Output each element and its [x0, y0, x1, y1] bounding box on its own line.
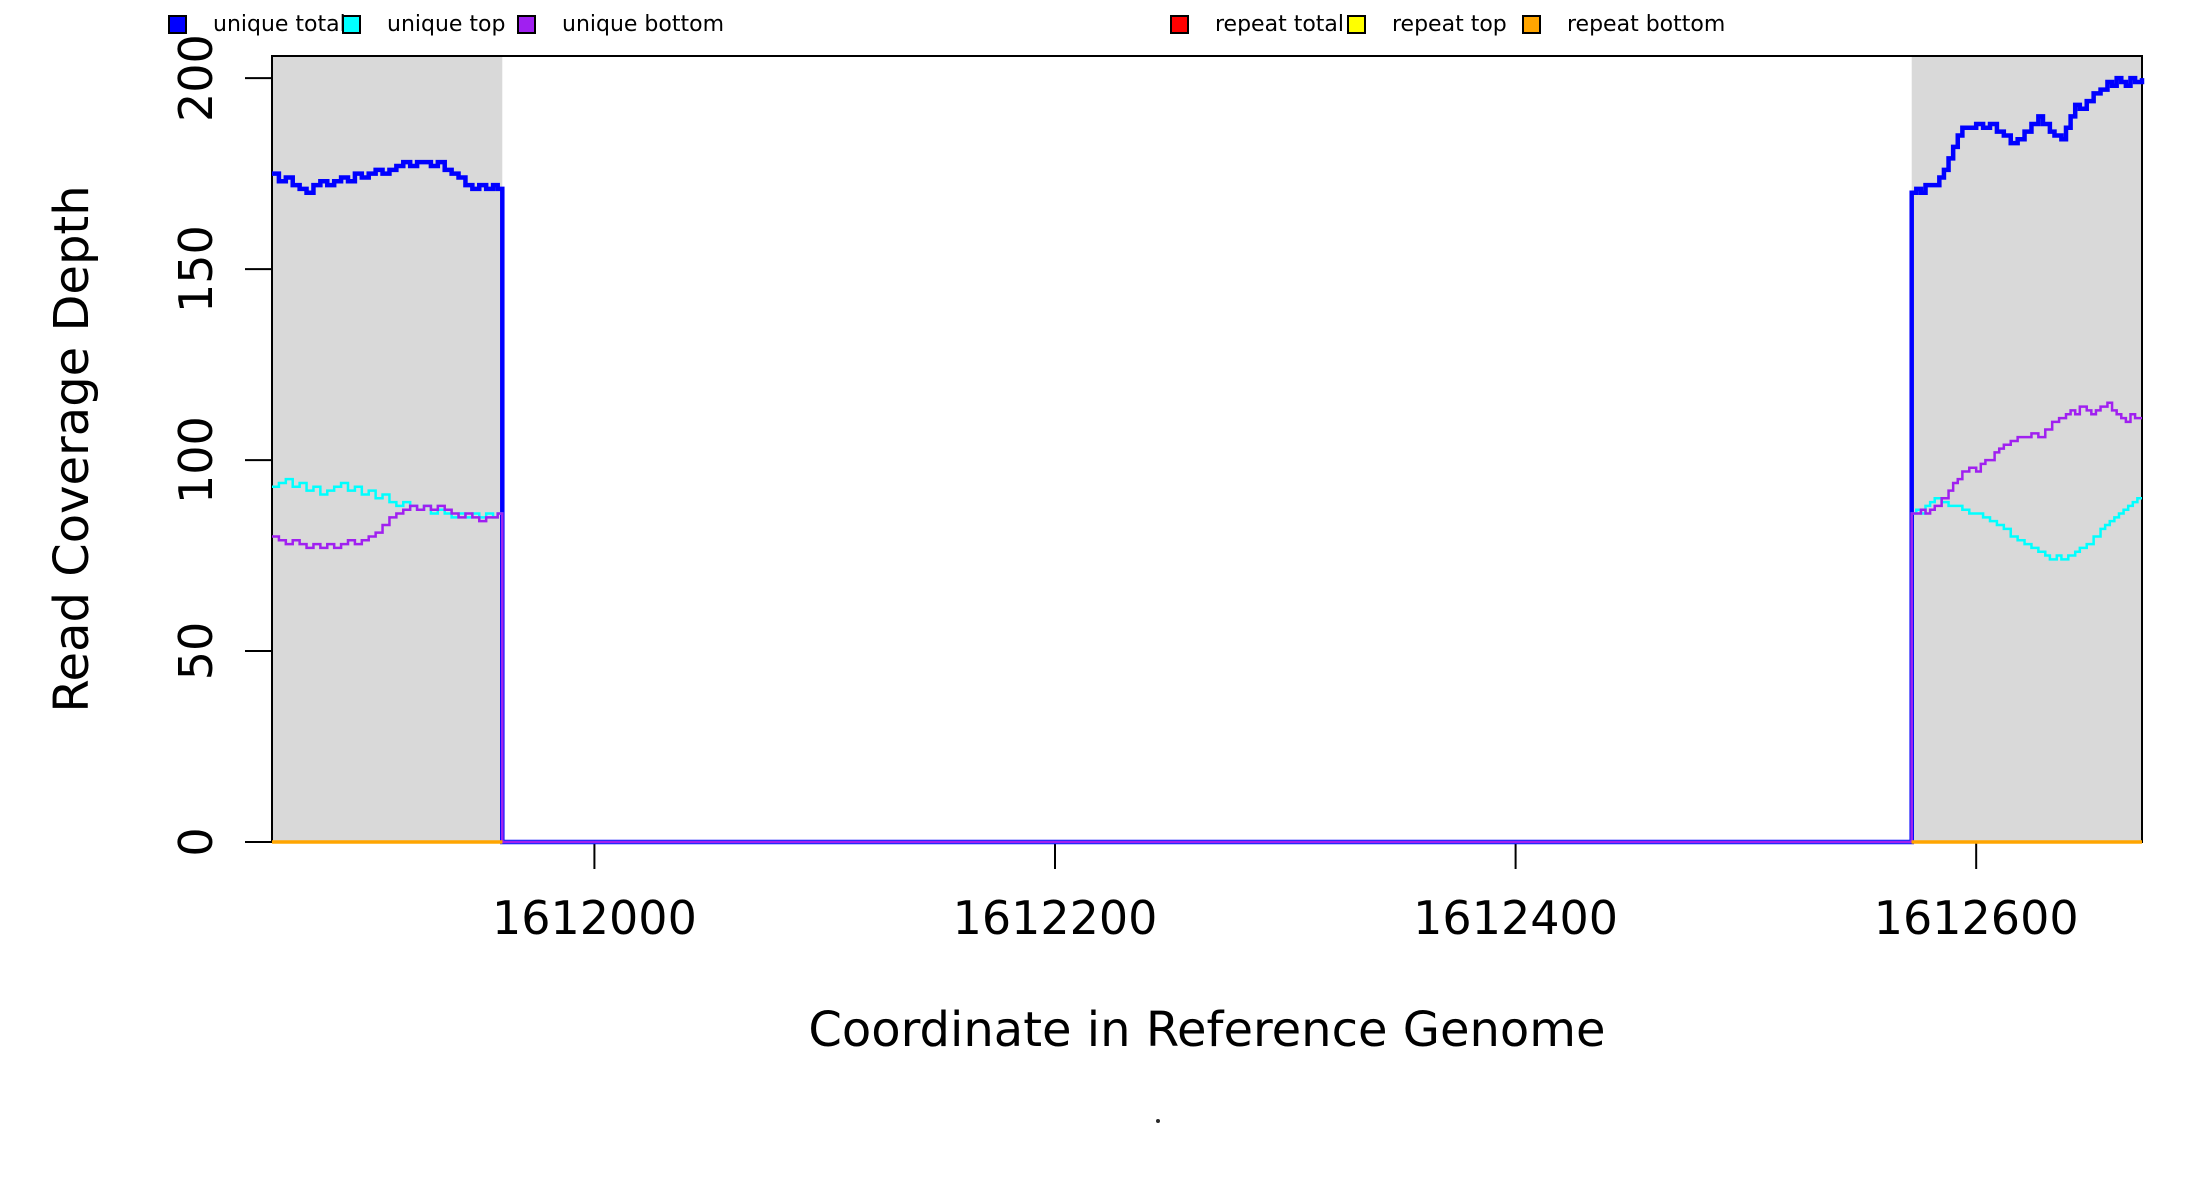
repeat-region-shading	[1911, 56, 2142, 842]
y-axis-title: Read Coverage Depth	[44, 185, 100, 712]
series-unique-top	[272, 477, 2142, 844]
y-tick-label: 0	[169, 827, 223, 856]
plot-border	[271, 55, 2143, 843]
x-tick-label: 1612000	[492, 891, 697, 945]
legend-item-repeat-total: repeat total	[1170, 0, 1344, 48]
legend-item-unique-bottom: unique bottom	[517, 0, 724, 48]
legend-swatch-unique-top	[342, 14, 361, 34]
x-tick-label: 1612400	[1413, 891, 1618, 945]
legend-swatch-unique-bottom	[517, 14, 536, 34]
x-tick-label: 1612200	[953, 891, 1158, 945]
legend-swatch-repeat-top	[1347, 14, 1366, 34]
y-tick-label: 200	[169, 34, 223, 122]
stray-dot	[1156, 1119, 1160, 1123]
legend-label-repeat-top: repeat top	[1392, 11, 1507, 37]
series-unique-total	[272, 75, 2145, 845]
y-tick-label: 50	[169, 622, 223, 681]
legend-swatch-repeat-bottom	[1522, 14, 1541, 34]
x-tick-label: 1612600	[1874, 891, 2079, 945]
legend-item-unique-top: unique top	[342, 0, 506, 48]
legend: unique total unique top unique bottom repea…	[0, 0, 2200, 60]
legend-label-unique-total: unique total	[213, 11, 346, 37]
legend-label-unique-top: unique top	[387, 11, 506, 37]
legend-label-repeat-total: repeat total	[1215, 11, 1345, 37]
series-unique-bottom	[272, 401, 2142, 844]
legend-swatch-unique-total	[168, 14, 187, 34]
y-tick-label: 150	[169, 225, 223, 313]
legend-swatch-repeat-total	[1170, 14, 1189, 34]
x-axis-title: Coordinate in Reference Genome	[808, 1002, 1605, 1058]
legend-label-repeat-bottom: repeat bottom	[1567, 11, 1726, 37]
legend-item-unique-total: unique total	[168, 0, 346, 48]
legend-label-unique-bottom: unique bottom	[562, 11, 725, 37]
legend-item-repeat-top: repeat top	[1347, 0, 1507, 48]
legend-item-repeat-bottom: repeat bottom	[1522, 0, 1725, 48]
y-tick-label: 100	[169, 416, 223, 504]
